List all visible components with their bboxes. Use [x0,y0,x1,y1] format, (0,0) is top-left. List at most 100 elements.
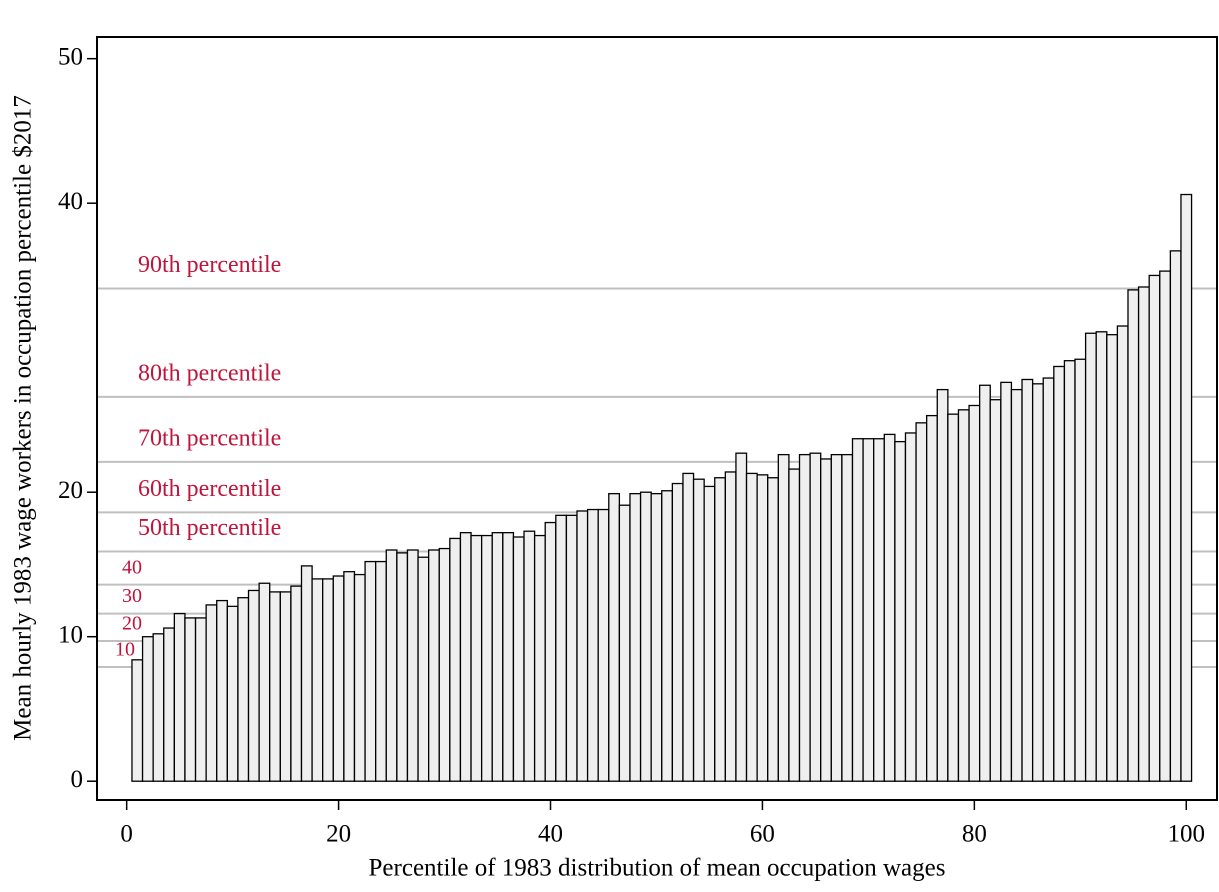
bar [290,585,303,782]
bar [480,534,493,782]
bar [269,591,281,782]
percentile-label: 70th percentile [138,425,281,451]
bar [406,549,419,782]
bar [428,549,440,782]
y-axis-title: Mean hourly 1983 wage workers in occupat… [10,95,37,741]
bar [385,549,398,782]
bar [332,575,345,782]
bar [375,560,387,782]
bar [682,472,695,782]
bar [841,453,854,782]
bar [989,399,1002,782]
percentile-label: 50th percentile [138,515,281,541]
bar [216,599,228,782]
y-tick-label: 20 [58,477,83,504]
percentile-label: 60th percentile [138,476,281,502]
bar [502,532,515,782]
bar [692,478,705,782]
bar [629,492,642,782]
bar [311,578,324,782]
bar [968,404,981,782]
bar [438,547,451,782]
bar [300,565,313,782]
bar [957,409,970,782]
x-tick-label: 60 [750,821,775,848]
bar [745,472,758,782]
bar [576,510,589,782]
bar [1180,193,1193,782]
bar [714,477,726,782]
percentile-label: 30 [122,585,142,607]
bar [862,438,875,782]
bar [1000,381,1013,782]
bar [163,627,176,782]
x-tick-label: 100 [1168,821,1206,848]
bar [258,582,271,782]
y-tick-label: 0 [71,766,84,793]
bar [883,433,896,782]
bar [947,413,960,782]
bar [873,438,885,782]
bar [533,534,546,782]
bar [830,453,843,782]
bar [247,589,260,782]
x-tick-label: 80 [962,821,987,848]
bar [936,388,949,782]
bar [671,482,684,782]
bar [1063,360,1076,782]
bar [226,605,239,782]
bar [1084,332,1097,782]
bar [1095,331,1108,782]
bar [1021,378,1034,782]
x-axis-title: Percentile of 1983 distribution of mean … [369,855,946,882]
bar [915,422,928,782]
plot-frame [96,36,1218,801]
x-tick-label: 0 [120,821,133,848]
bar [279,591,292,782]
bar [894,440,907,782]
bar [1137,286,1150,782]
bar [491,532,504,782]
bar [798,453,811,782]
percentile-label: 10 [115,639,135,661]
bar [724,471,737,782]
bar [650,492,663,782]
bar [1169,250,1182,782]
bar [904,432,917,782]
bar [194,617,207,782]
bar [184,617,197,782]
bar [586,508,599,782]
bar [820,458,832,782]
bar [449,537,462,782]
bar [152,633,165,782]
bar [788,468,801,782]
bar [470,534,483,782]
bar [353,573,366,782]
bar [777,453,790,782]
bar [608,492,621,782]
bar [851,438,864,782]
bar [322,578,334,782]
bar [926,414,938,782]
bar [364,560,377,782]
bar [735,452,748,782]
bar [1127,289,1140,782]
x-tick-label: 20 [326,821,351,848]
bar [661,490,674,782]
y-tick-label: 40 [58,188,83,215]
bar [512,536,525,782]
bar [131,659,144,782]
percentile-label: 20 [122,613,142,635]
bar [1159,270,1172,782]
bar [459,532,472,782]
bar [173,612,186,782]
bar [396,552,409,782]
percentile-label: 90th percentile [138,252,281,278]
x-tick-label: 40 [538,821,563,848]
bar [639,491,652,782]
bar [523,530,536,782]
bar [756,474,769,782]
bar [1053,365,1066,782]
bar [1106,334,1119,782]
